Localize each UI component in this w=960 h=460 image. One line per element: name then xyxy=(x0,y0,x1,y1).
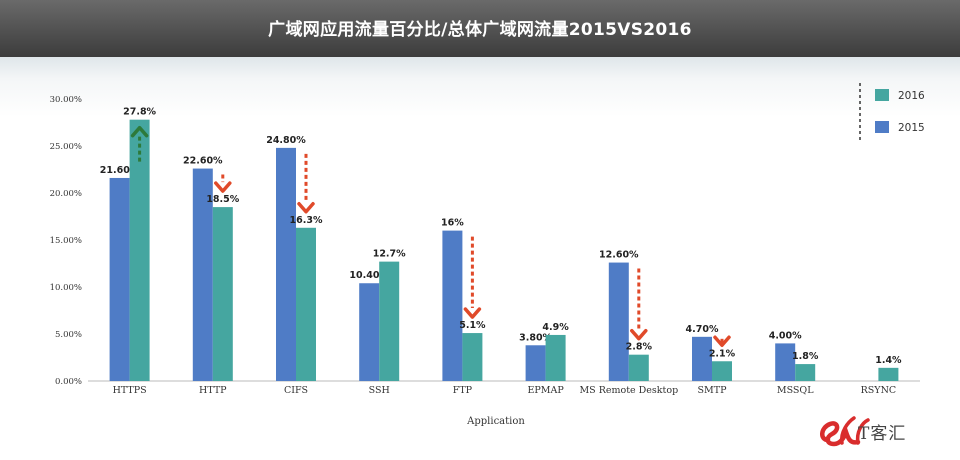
data-label: 22.60% xyxy=(183,156,223,167)
bar-2015-ms-remote-desktop xyxy=(608,262,629,381)
x-tick-label: SMTP xyxy=(698,385,728,396)
data-label: 16% xyxy=(441,218,464,229)
x-tick-label: HTTPS xyxy=(113,385,147,396)
y-tick-label: 30.00% xyxy=(50,95,82,105)
bar-2016-ftp xyxy=(462,333,483,381)
y-tick-label: 5.00% xyxy=(55,330,82,340)
data-label: 12.7% xyxy=(373,249,406,260)
data-label: 18.5% xyxy=(206,194,239,205)
y-tick-label: 20.00% xyxy=(50,189,82,199)
bar-2015-epmap xyxy=(525,345,546,381)
watermark-text: T客汇 xyxy=(858,424,907,444)
data-label: 1.8% xyxy=(792,351,819,362)
x-tick-label: CIFS xyxy=(284,385,308,396)
data-label: 4.00% xyxy=(769,330,802,341)
x-tick-label: SSH xyxy=(369,385,390,396)
title-bar: 广域网应用流量百分比/总体广域网流量2015VS2016 xyxy=(0,0,960,57)
data-label: 5.1% xyxy=(459,320,486,331)
y-tick-label: 10.00% xyxy=(50,283,82,293)
x-tick-label: HTTP xyxy=(199,385,227,396)
bar-2016-mssql xyxy=(795,364,816,381)
data-label: 2.1% xyxy=(709,348,736,359)
trend-arrow-down-icon xyxy=(630,328,648,341)
bar-2015-http xyxy=(192,168,213,381)
trend-arrow-up-icon xyxy=(130,125,149,138)
data-label: 21.60% xyxy=(100,165,140,176)
bar-2015-ssh xyxy=(359,283,380,381)
bar-2016-http xyxy=(212,207,233,381)
bar-2015-mssql xyxy=(775,343,796,381)
chart-panel: 0.00% 5.00% 10.00% 15.00% 20.00% 25.00% 30.00%… xyxy=(0,57,960,460)
watermark-logo-icon xyxy=(820,416,870,447)
legend-swatch xyxy=(875,121,889,133)
bar-2016-ssh xyxy=(379,261,400,381)
data-label: 12.60% xyxy=(599,250,639,261)
trend-arrow-down-icon xyxy=(214,181,232,193)
trend-arrow-down-icon xyxy=(463,307,482,319)
y-tick-label: 25.00% xyxy=(50,142,82,152)
legend-label: 2016 xyxy=(898,90,925,102)
page-title: 广域网应用流量百分比/总体广域网流量2015VS2016 xyxy=(268,20,692,40)
x-tick-label: MS Remote Desktop xyxy=(579,385,678,396)
y-tick-label: 15.00% xyxy=(50,236,82,246)
x-axis-title: Application xyxy=(466,416,525,427)
bar-2015-cifs xyxy=(276,147,296,381)
bar-2016-https xyxy=(129,119,150,382)
data-label: 1.4% xyxy=(875,355,902,366)
data-label: 24.80% xyxy=(266,135,306,146)
x-tick-label: MSSQL xyxy=(777,385,814,396)
bar-2016-ms-remote-desktop xyxy=(628,354,649,381)
bar-2016-cifs xyxy=(296,227,316,381)
bar-2015-smtp xyxy=(692,336,712,381)
trend-arrow-down-icon xyxy=(297,202,315,214)
data-label: 27.8% xyxy=(123,107,156,118)
data-label: 10.40% xyxy=(349,270,389,281)
x-tick-label: EPMAP xyxy=(527,385,564,396)
data-label: 4.9% xyxy=(542,322,569,333)
trend-arrow-down-icon xyxy=(713,335,731,348)
y-tick-label: 0.00% xyxy=(55,377,82,387)
data-label: 2.8% xyxy=(626,342,653,353)
x-tick-label: FTP xyxy=(453,385,473,396)
bar-2015-https xyxy=(109,177,130,381)
legend-label: 2015 xyxy=(898,122,925,134)
bar-2015-ftp xyxy=(442,230,463,381)
bar-chart: 0.00% 5.00% 10.00% 15.00% 20.00% 25.00% 30.00%… xyxy=(50,83,925,427)
data-label: 3.80% xyxy=(519,332,552,343)
legend-swatch xyxy=(875,89,889,101)
data-label: 4.70% xyxy=(686,324,719,335)
bar-2016-rsync xyxy=(878,367,899,381)
x-tick-label: RSYNC xyxy=(861,385,897,396)
data-label: 16.3% xyxy=(290,215,323,226)
bar-2016-smtp xyxy=(712,361,732,381)
bar-2016-epmap xyxy=(545,334,566,381)
